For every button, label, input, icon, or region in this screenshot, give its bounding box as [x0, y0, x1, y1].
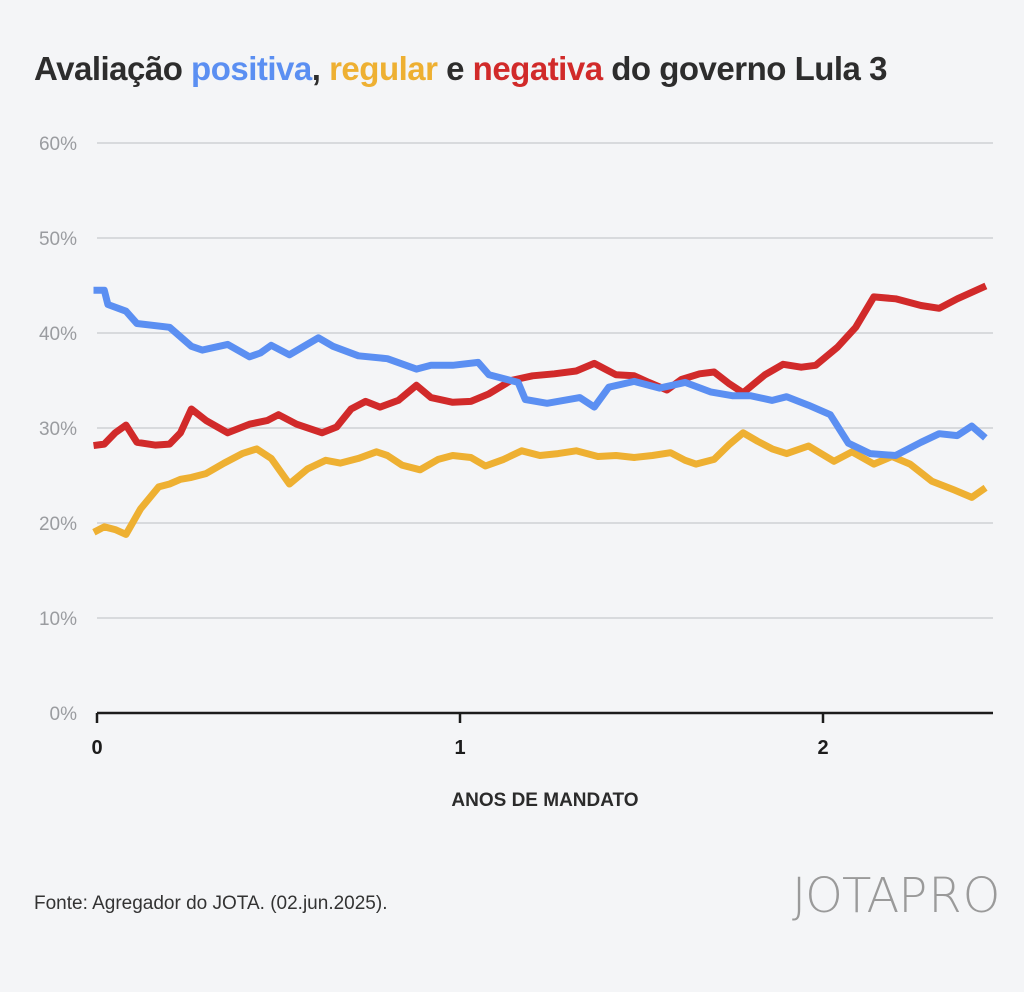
- title-part1: Avaliação: [34, 50, 192, 87]
- y-tick-label: 20%: [39, 514, 77, 535]
- jota-pro-logo: JOTAPRO: [792, 868, 1001, 924]
- series-lines: [92, 282, 988, 538]
- y-tick-label: 50%: [39, 229, 77, 250]
- logo-pro: PRO: [898, 868, 1002, 924]
- series-line-regular: [92, 429, 988, 538]
- x-tick-label: 2: [817, 737, 828, 759]
- y-tick-label: 40%: [39, 324, 77, 345]
- y-tick-label: 30%: [39, 419, 77, 440]
- chart-title: Avaliação positiva, regular e negativa d…: [34, 50, 887, 88]
- x-axis: 0 1 2: [91, 711, 993, 759]
- title-part2: do governo Lula 3: [602, 50, 887, 87]
- logo-jota: JOTA: [792, 868, 899, 924]
- grid-lines: [97, 142, 993, 619]
- y-tick-label: 0%: [50, 704, 78, 725]
- title-negativa: negativa: [472, 50, 603, 87]
- series-line-positiva: [93, 286, 988, 459]
- x-tick-label: 0: [91, 737, 102, 759]
- y-tick-label: 60%: [39, 134, 77, 155]
- x-tick-label: 1: [454, 737, 465, 759]
- y-tick-label: 10%: [39, 609, 77, 630]
- title-regular: regular: [329, 50, 438, 87]
- title-positiva: positiva: [191, 50, 312, 87]
- y-axis-tick-labels: 0% 10% 20% 30% 40% 50% 60%: [39, 134, 77, 725]
- title-sep1: ,: [311, 50, 330, 87]
- x-axis-label: ANOS DE MANDATO: [451, 790, 638, 811]
- title-sep2: e: [437, 50, 473, 87]
- source-note: Fonte: Agregador do JOTA. (02.jun.2025).: [34, 893, 388, 914]
- series-line-negativa: [93, 282, 988, 450]
